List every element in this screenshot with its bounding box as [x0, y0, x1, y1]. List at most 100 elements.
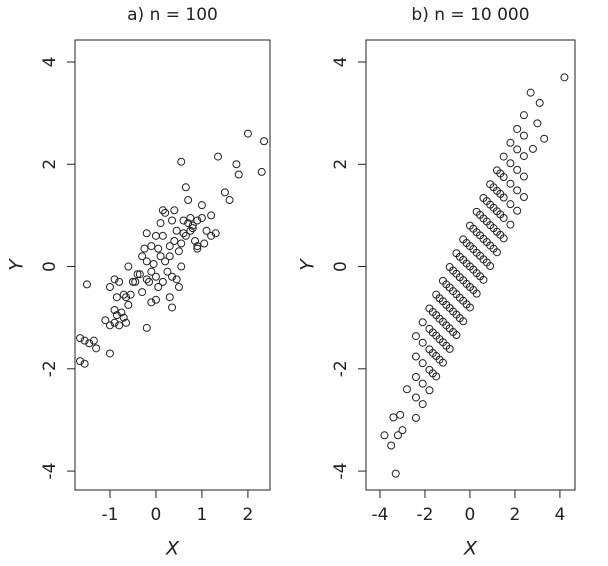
point: [119, 313, 128, 322]
point: [179, 216, 188, 225]
point: [389, 413, 398, 422]
point: [145, 277, 154, 286]
point: [442, 300, 451, 309]
point: [151, 295, 160, 304]
point: [380, 431, 389, 440]
point: [207, 211, 216, 220]
point: [540, 134, 549, 143]
point: [76, 334, 85, 343]
point: [411, 393, 420, 402]
point: [172, 275, 181, 284]
point: [131, 277, 140, 286]
point: [418, 359, 427, 368]
point: [428, 328, 437, 337]
point: [138, 288, 147, 297]
point: [165, 293, 174, 302]
point: [482, 197, 491, 206]
point: [496, 210, 505, 219]
point: [442, 321, 451, 330]
point: [140, 244, 149, 253]
y-axis-label: Y: [6, 258, 28, 271]
point: [469, 265, 478, 274]
point: [186, 213, 195, 222]
point: [110, 275, 119, 284]
point: [147, 298, 156, 307]
point: [142, 275, 151, 284]
point: [124, 300, 133, 309]
point: [387, 441, 396, 450]
point: [179, 229, 188, 238]
point: [469, 245, 478, 254]
plot-box: [74, 39, 271, 491]
point: [462, 239, 471, 248]
x-tick-label: -4: [371, 505, 388, 525]
point: [193, 244, 202, 253]
point: [391, 469, 400, 478]
y-tick-label: 0: [40, 261, 60, 272]
point: [165, 252, 174, 261]
point: [455, 293, 464, 302]
point: [411, 372, 420, 381]
point: [147, 242, 156, 251]
point: [418, 379, 427, 388]
point: [526, 88, 535, 97]
point: [528, 144, 537, 153]
point: [142, 323, 151, 332]
point: [170, 236, 179, 245]
x-tick-label: -1: [101, 505, 118, 525]
point: [398, 426, 407, 435]
point: [184, 196, 193, 205]
point: [188, 224, 197, 233]
point: [128, 277, 137, 286]
point: [76, 357, 85, 366]
point: [428, 348, 437, 357]
point: [476, 251, 485, 260]
point: [126, 290, 135, 299]
point: [80, 336, 89, 345]
chart-title: a) n = 100: [127, 5, 218, 25]
point: [154, 282, 163, 291]
y-tick-label: -4: [331, 463, 351, 480]
point: [186, 226, 195, 235]
point: [142, 229, 151, 238]
point: [138, 252, 147, 261]
point: [124, 262, 133, 271]
point: [225, 196, 234, 205]
point: [462, 300, 471, 309]
point: [177, 262, 186, 271]
point: [506, 200, 515, 209]
point: [80, 359, 89, 368]
point: [115, 321, 124, 330]
y-tick-label: -4: [40, 463, 60, 480]
point: [449, 266, 458, 275]
y-tick-label: 2: [40, 159, 60, 170]
point: [158, 277, 167, 286]
point: [177, 239, 186, 248]
point: [482, 258, 491, 267]
x-tick-label: 0: [151, 505, 162, 525]
point: [513, 165, 522, 174]
point: [234, 170, 243, 179]
point: [449, 327, 458, 336]
point: [156, 252, 165, 261]
point: [243, 129, 252, 138]
point: [411, 332, 420, 341]
point: [519, 172, 528, 181]
point: [482, 217, 491, 226]
y-tick-label: 4: [331, 57, 351, 68]
x-tick-label: 2: [510, 505, 521, 525]
point: [499, 152, 508, 161]
point: [257, 167, 266, 176]
point: [489, 244, 498, 253]
point: [197, 213, 206, 222]
point: [482, 237, 491, 246]
point: [455, 252, 464, 261]
point: [519, 152, 528, 161]
point: [496, 230, 505, 239]
point: [193, 242, 202, 251]
point: [506, 179, 515, 188]
point: [151, 231, 160, 240]
point: [168, 303, 177, 312]
point: [181, 231, 190, 240]
